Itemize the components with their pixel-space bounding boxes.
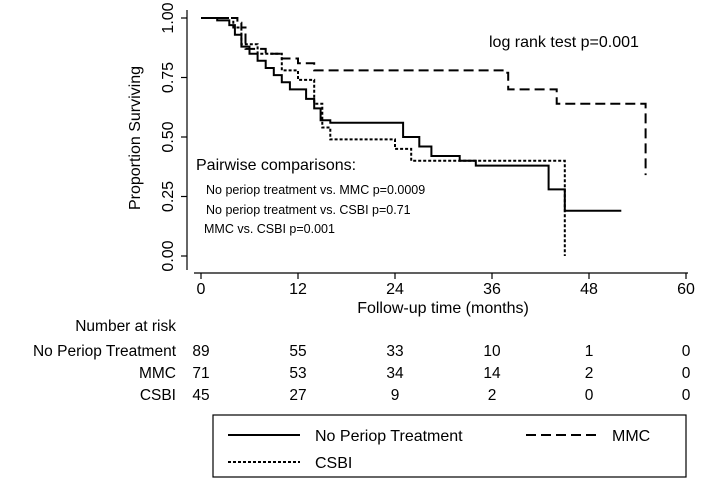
x-axis-label: Follow-up time (months)	[357, 300, 529, 317]
risk-value: 33	[386, 343, 404, 360]
legend-label-no-periop: No Periop Treatment	[315, 428, 463, 445]
x-tick-label: 36	[483, 281, 501, 298]
risk-row-label-mmc: MMC	[138, 365, 176, 382]
y-tick-label: 1.00	[160, 2, 177, 33]
risk-value: 2	[584, 365, 594, 382]
logrank-annotation: log rank test p=0.001	[489, 34, 639, 51]
risk-title: Number at risk	[75, 318, 176, 335]
risk-value: 10	[483, 343, 501, 360]
risk-value: 53	[289, 365, 307, 382]
pairwise-line-1: No periop treatment vs. MMC p=0.0009	[206, 183, 425, 197]
risk-value: 0	[681, 365, 691, 382]
risk-value: 2	[487, 387, 497, 404]
risk-row-label-csbi: CSBI	[139, 387, 176, 404]
pairwise-line-3: MMC vs. CSBI p=0.001	[204, 222, 335, 236]
risk-value: 0	[584, 387, 594, 404]
pairwise-line-2: No periop treatment vs. CSBI p=0.71	[206, 203, 411, 217]
number-at-risk-table: Number at risk No Periop Treatment MMC C…	[0, 318, 701, 408]
curve-csbi	[201, 17, 566, 256]
risk-value: 0	[681, 387, 691, 404]
risk-value: 71	[192, 365, 210, 382]
x-tick-label: 12	[289, 281, 307, 298]
legend-label-csbi: CSBI	[315, 455, 352, 472]
risk-value: 0	[681, 343, 691, 360]
y-tick-label: 0.00	[160, 240, 177, 271]
risk-row-label-no-periop: No Periop Treatment	[32, 343, 176, 360]
x-tick-label: 24	[386, 281, 404, 298]
y-tick-label: 0.25	[160, 181, 177, 212]
x-tick-label: 0	[197, 281, 206, 298]
risk-value: 27	[289, 387, 307, 404]
risk-value: 55	[289, 343, 307, 360]
legend-label-mmc: MMC	[612, 428, 650, 445]
x-tick-label: 60	[677, 281, 695, 298]
y-axis-label: Proportion Surviving	[127, 66, 144, 210]
y-tick-label: 0.50	[160, 121, 177, 152]
pairwise-title: Pairwise comparisons:	[196, 157, 356, 174]
risk-value: 34	[386, 365, 404, 382]
x-tick-label: 48	[580, 281, 598, 298]
risk-value: 89	[192, 343, 210, 360]
legend-box	[212, 414, 687, 478]
risk-value: 14	[483, 365, 501, 382]
risk-value: 45	[192, 387, 210, 404]
risk-value: 9	[390, 387, 400, 404]
curve-mmc	[201, 17, 647, 176]
y-tick-label: 0.75	[160, 62, 177, 93]
risk-value: 1	[584, 343, 594, 360]
